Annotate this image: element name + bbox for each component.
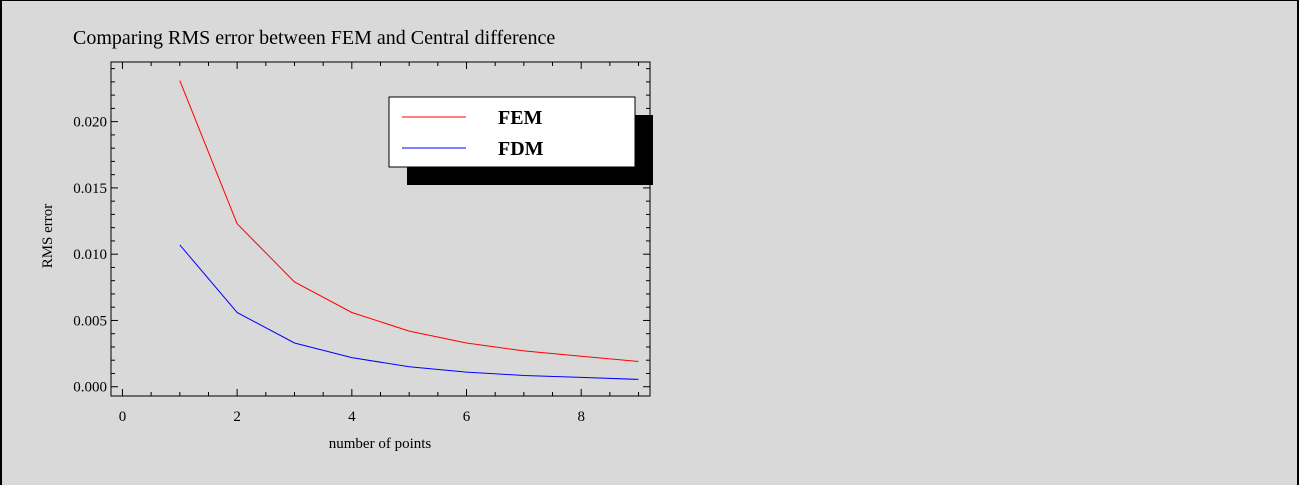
- series-line-fem: [179, 80, 639, 362]
- y-axis: 0.000 0.005 0.010 0.015 0.020: [73, 68, 650, 396]
- x-tick-label: 2: [233, 409, 241, 425]
- chart-title: Comparing RMS error between FEM and Cent…: [73, 27, 555, 49]
- x-tick-label: 8: [577, 409, 585, 425]
- x-axis-label: number of points: [329, 436, 432, 452]
- x-axis: 0 2 4 6 8: [119, 62, 640, 425]
- y-axis-label: RMS error: [40, 204, 56, 269]
- series-lines: [179, 80, 639, 380]
- legend-box: [388, 96, 636, 168]
- x-tick-label: 4: [348, 409, 356, 425]
- x-tick-label: 0: [119, 409, 127, 425]
- legend-label-fdm: FDM: [498, 138, 544, 160]
- y-tick-label: 0.020: [73, 115, 107, 131]
- y-tick-label: 0.010: [73, 247, 107, 263]
- y-tick-label: 0.005: [73, 313, 107, 329]
- series-line-fdm: [179, 244, 639, 380]
- y-tick-label: 0.000: [73, 380, 107, 396]
- y-tick-label: 0.015: [73, 181, 107, 197]
- legend: FEM FDM: [388, 96, 653, 185]
- legend-label-fem: FEM: [498, 107, 543, 129]
- x-tick-label: 6: [463, 409, 471, 425]
